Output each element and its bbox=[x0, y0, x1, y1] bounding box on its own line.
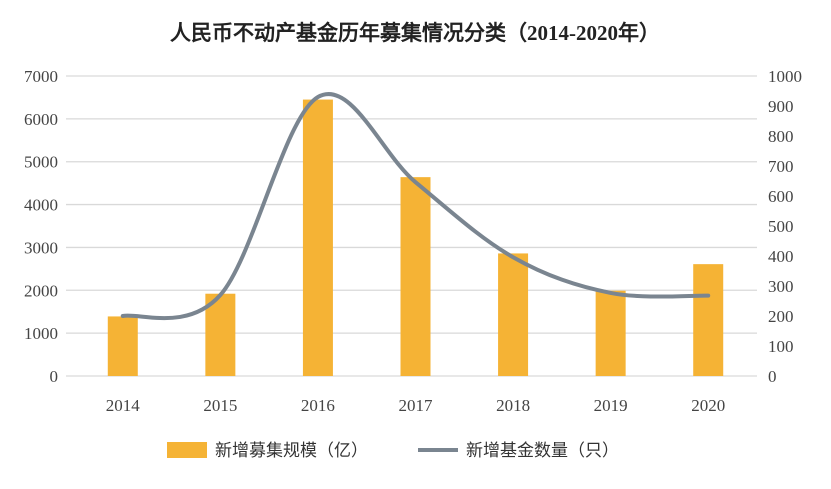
left-tick-label: 1000 bbox=[24, 324, 58, 343]
right-tick-label: 100 bbox=[768, 337, 794, 356]
bar-2014 bbox=[108, 316, 138, 376]
chart-title: 人民币不动产基金历年募集情况分类（2014-2020年） bbox=[170, 21, 660, 45]
left-tick-label: 5000 bbox=[24, 153, 58, 172]
right-tick-label: 200 bbox=[768, 307, 794, 326]
right-tick-label: 500 bbox=[768, 217, 794, 236]
legend-label-bar: 新增募集规模（亿） bbox=[215, 441, 368, 460]
left-tick-label: 0 bbox=[50, 367, 59, 386]
bar-2016 bbox=[303, 100, 333, 376]
left-tick-label: 2000 bbox=[24, 281, 58, 300]
x-tick-label: 2017 bbox=[399, 396, 434, 415]
left-tick-label: 3000 bbox=[24, 238, 58, 257]
right-tick-label: 900 bbox=[768, 97, 794, 116]
x-tick-label: 2015 bbox=[203, 396, 237, 415]
right-tick-label: 300 bbox=[768, 277, 794, 296]
legend-label-line: 新增基金数量（只） bbox=[466, 441, 619, 460]
right-tick-label: 400 bbox=[768, 247, 794, 266]
bar-2018 bbox=[498, 253, 528, 376]
right-tick-label: 1000 bbox=[768, 67, 802, 86]
x-tick-label: 2018 bbox=[496, 396, 530, 415]
x-tick-label: 2014 bbox=[106, 396, 141, 415]
bar-2017 bbox=[401, 177, 431, 376]
x-tick-label: 2016 bbox=[301, 396, 335, 415]
x-tick-label: 2019 bbox=[594, 396, 628, 415]
bar-2019 bbox=[596, 291, 626, 376]
right-tick-label: 600 bbox=[768, 187, 794, 206]
left-tick-label: 4000 bbox=[24, 196, 58, 215]
right-tick-label: 0 bbox=[768, 367, 777, 386]
x-tick-label: 2020 bbox=[691, 396, 725, 415]
right-tick-label: 700 bbox=[768, 157, 794, 176]
left-tick-label: 7000 bbox=[24, 67, 58, 86]
right-tick-label: 800 bbox=[768, 127, 794, 146]
legend: 新增募集规模（亿） 新增基金数量（只） bbox=[167, 441, 619, 460]
left-tick-label: 6000 bbox=[24, 110, 58, 129]
bar-2020 bbox=[693, 264, 723, 376]
legend-swatch-bar bbox=[167, 442, 207, 458]
